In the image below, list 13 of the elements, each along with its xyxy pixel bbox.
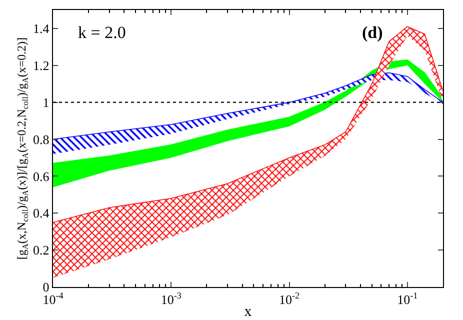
- y-tick-label: 1: [42, 94, 50, 110]
- x-tick-label: 10$^{-1}$: [397, 290, 418, 307]
- x-axis-title: x: [244, 304, 252, 320]
- annotation: k = 2.0: [78, 23, 126, 42]
- y-tick-label: 1.2: [32, 58, 50, 73]
- x-tick-label: 10$^{-3}$: [160, 290, 182, 307]
- y-tick-label: 0.8: [32, 132, 50, 147]
- annotation: (d): [362, 23, 383, 42]
- y-tick-label: 0.6: [32, 168, 50, 184]
- y-tick-label: 1.4: [32, 21, 50, 36]
- x-tick-label: 10$^{-2}$: [279, 290, 300, 307]
- y-tick-label: 0.4: [32, 206, 50, 221]
- y-tick-label: 0.2: [32, 242, 50, 258]
